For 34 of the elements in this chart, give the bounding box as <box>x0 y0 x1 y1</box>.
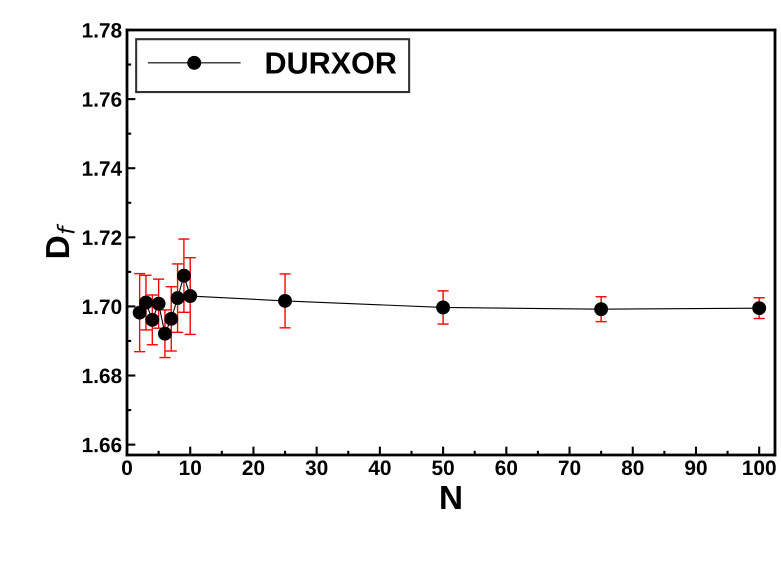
point <box>152 296 166 311</box>
x-tick-label: 10 <box>180 460 201 476</box>
x-tick-label: 80 <box>622 460 644 476</box>
point <box>132 306 147 320</box>
y-tick-label: 1.70 <box>82 299 122 314</box>
point <box>594 302 608 316</box>
point <box>436 300 450 314</box>
y-tick-label: 1.68 <box>82 368 122 384</box>
point <box>158 326 172 341</box>
point <box>183 289 198 303</box>
x-tick-label: 100 <box>743 460 776 476</box>
x-tick-label: 90 <box>685 460 707 476</box>
x-tick-label: 70 <box>558 460 580 476</box>
point <box>278 294 292 308</box>
legend-label: DURXOR <box>266 52 396 74</box>
x-axis-title: N <box>441 486 461 509</box>
point <box>752 301 766 316</box>
y-tick-label: 1.74 <box>82 161 122 176</box>
x-tick-label: 0 <box>122 460 132 476</box>
point <box>145 312 160 327</box>
y-tick-label: 1.66 <box>82 438 122 452</box>
y-tick-label: 1.72 <box>82 230 122 245</box>
x-tick-label: 30 <box>306 460 328 476</box>
point <box>139 296 153 310</box>
y-axis-title: D$_{f}$ <box>46 224 75 258</box>
x-tick-label: 60 <box>495 460 518 476</box>
point <box>170 291 185 306</box>
x-tick-label: 40 <box>368 460 391 476</box>
x-tick-label: 50 <box>432 460 454 476</box>
y-tick-label: 1.78 <box>82 23 122 38</box>
point <box>176 268 191 283</box>
point <box>164 312 178 326</box>
x-tick-label: 20 <box>242 460 264 476</box>
y-tick-label: 1.76 <box>82 92 122 107</box>
